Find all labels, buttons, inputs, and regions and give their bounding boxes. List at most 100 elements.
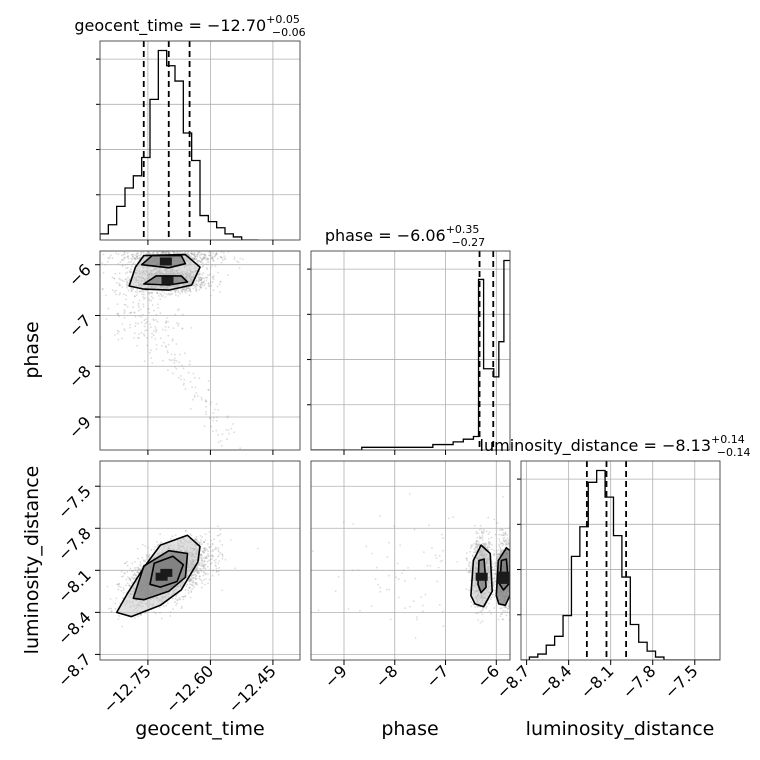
sample-point xyxy=(142,247,144,249)
sample-point xyxy=(476,605,479,608)
sample-point xyxy=(125,278,128,280)
sample-point xyxy=(179,378,182,381)
sample-point xyxy=(217,573,220,576)
sample-point xyxy=(208,578,211,581)
sample-point xyxy=(219,533,222,536)
sample-point xyxy=(226,438,228,441)
sample-point xyxy=(124,562,127,565)
sample-point xyxy=(107,260,109,263)
sample-point xyxy=(133,245,135,247)
sample-point xyxy=(211,555,214,558)
sample-point xyxy=(182,248,184,250)
sample-point xyxy=(184,595,187,598)
sample-point xyxy=(206,543,209,545)
sample-point xyxy=(129,579,132,582)
sample-point xyxy=(193,285,195,287)
sample-point xyxy=(199,283,201,286)
sample-point xyxy=(204,549,207,552)
sample-point xyxy=(192,372,195,375)
sample-point xyxy=(123,572,126,575)
sample-point xyxy=(169,611,172,613)
sample-point xyxy=(177,309,179,312)
sample-point xyxy=(218,554,220,556)
sample-point xyxy=(207,389,210,392)
sample-point xyxy=(97,278,99,280)
sample-point xyxy=(157,307,160,309)
sample-point xyxy=(192,253,194,256)
sample-point xyxy=(200,253,203,255)
sample-point xyxy=(169,615,172,617)
sample-point xyxy=(177,322,180,325)
sample-point xyxy=(102,253,105,256)
sample-point xyxy=(227,429,230,431)
sample-point xyxy=(121,625,123,628)
sample-point xyxy=(160,617,163,620)
sample-point xyxy=(129,579,132,581)
sample-point xyxy=(137,572,140,574)
sample-point xyxy=(474,551,477,553)
sample-point xyxy=(491,568,494,571)
sample-point xyxy=(126,282,128,284)
sample-point xyxy=(212,416,215,419)
sample-point xyxy=(211,257,214,259)
sample-point xyxy=(140,251,143,254)
sample-point xyxy=(205,279,208,282)
sample-point xyxy=(204,283,206,285)
sample-point xyxy=(198,542,201,545)
sample-point xyxy=(181,327,184,330)
sample-point xyxy=(171,339,174,342)
sample-point xyxy=(200,568,202,570)
sample-point xyxy=(144,545,147,548)
sample-point xyxy=(203,253,206,256)
sample-point xyxy=(219,528,222,531)
sample-point xyxy=(195,574,198,577)
sample-point xyxy=(204,557,207,560)
sample-point xyxy=(167,251,170,254)
sample-point xyxy=(142,290,144,292)
sample-point xyxy=(196,567,199,570)
sample-point xyxy=(207,573,209,576)
sample-point xyxy=(144,329,147,332)
sample-point xyxy=(197,252,200,254)
sample-point xyxy=(121,323,124,325)
sample-point xyxy=(159,611,162,614)
sample-point xyxy=(133,257,136,260)
sample-point xyxy=(181,290,184,292)
sample-point xyxy=(124,329,126,332)
sample-point xyxy=(164,329,167,331)
sample-point xyxy=(159,249,161,251)
sample-point xyxy=(177,308,180,311)
sample-point xyxy=(485,606,488,608)
sample-point xyxy=(148,553,151,556)
sample-point xyxy=(470,545,473,548)
sample-point xyxy=(115,597,118,600)
sample-point xyxy=(217,570,220,573)
sample-point xyxy=(154,328,157,331)
sample-point xyxy=(137,568,140,571)
sample-point xyxy=(167,334,170,337)
sample-point xyxy=(181,364,183,367)
sample-point xyxy=(189,533,192,535)
sample-point xyxy=(193,254,195,257)
sample-point xyxy=(215,253,218,256)
sample-point xyxy=(179,598,182,601)
sample-point xyxy=(126,263,129,266)
sample-point xyxy=(148,311,151,314)
sample-point xyxy=(128,578,131,581)
sample-point xyxy=(221,553,224,556)
sample-point xyxy=(146,337,148,339)
sample-point xyxy=(209,562,212,565)
sample-point xyxy=(150,299,153,302)
sample-point xyxy=(202,257,205,260)
sample-point xyxy=(193,396,196,398)
sample-point xyxy=(175,322,178,324)
sample-point xyxy=(117,262,120,265)
sample-point xyxy=(184,388,187,390)
sample-point xyxy=(212,555,215,557)
sample-point xyxy=(121,265,124,267)
sample-point xyxy=(133,295,136,298)
sample-point xyxy=(129,311,132,314)
sample-point xyxy=(203,560,206,563)
sample-point xyxy=(173,289,176,292)
sample-point xyxy=(481,613,484,616)
